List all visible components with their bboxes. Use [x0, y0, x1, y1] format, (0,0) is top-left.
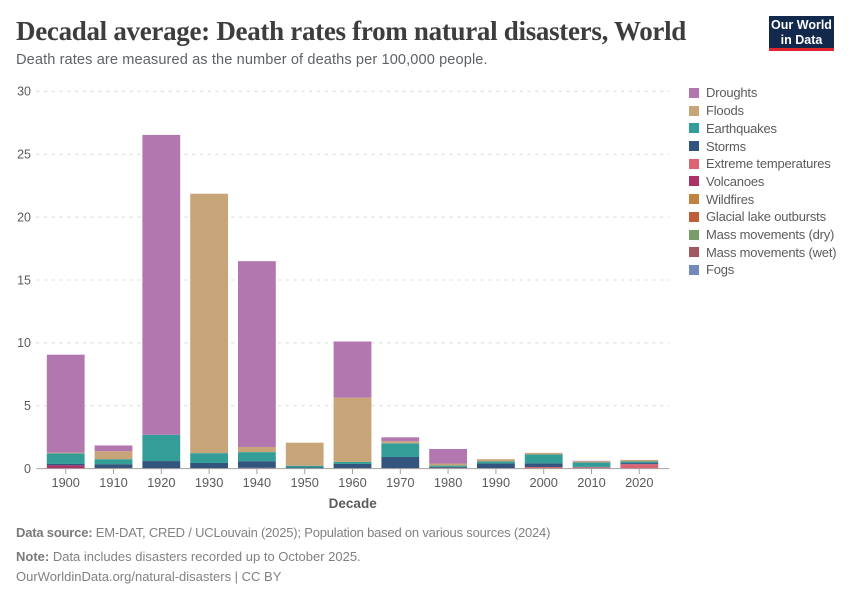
svg-text:15: 15 [17, 273, 31, 287]
svg-text:1900: 1900 [51, 475, 79, 490]
svg-text:1960: 1960 [338, 475, 366, 490]
svg-text:1980: 1980 [434, 475, 462, 490]
svg-text:Decade: Decade [329, 496, 378, 511]
svg-text:1970: 1970 [386, 475, 414, 490]
svg-text:1930: 1930 [195, 475, 223, 490]
svg-text:1940: 1940 [243, 475, 271, 490]
svg-text:2000: 2000 [529, 475, 557, 490]
svg-text:20: 20 [17, 210, 31, 224]
svg-text:2020: 2020 [625, 475, 653, 490]
svg-text:1920: 1920 [147, 475, 175, 490]
svg-text:1990: 1990 [482, 475, 510, 490]
svg-text:30: 30 [17, 85, 31, 99]
svg-text:1910: 1910 [99, 475, 127, 490]
svg-text:0: 0 [24, 462, 31, 476]
svg-text:1950: 1950 [290, 475, 318, 490]
svg-text:10: 10 [17, 336, 31, 350]
svg-text:2010: 2010 [577, 475, 605, 490]
svg-text:25: 25 [17, 148, 31, 162]
svg-text:5: 5 [24, 399, 31, 413]
